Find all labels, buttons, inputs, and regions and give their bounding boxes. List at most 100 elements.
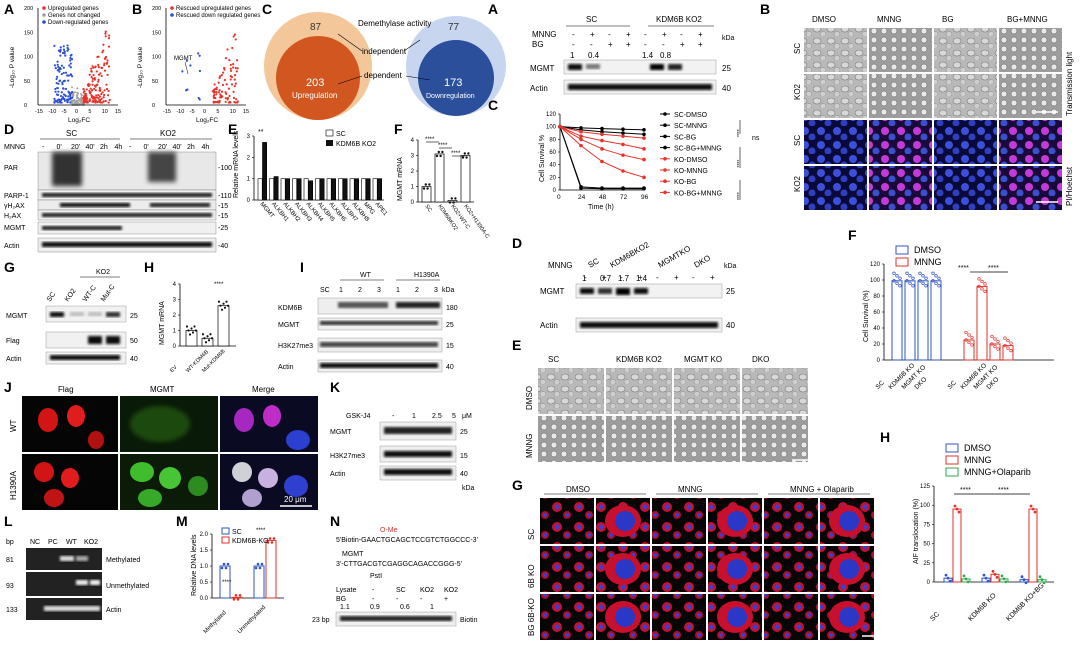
y-tick: 40 [873, 326, 880, 332]
point-up [217, 81, 220, 84]
x-axis-label: Time (h) [588, 204, 614, 211]
point-up [107, 101, 110, 104]
lane-label: 40' [86, 144, 95, 151]
annotation: independent [362, 47, 407, 56]
y-axis-label: MGMT mRNA [397, 157, 404, 201]
point-up [219, 94, 222, 97]
data-point [977, 277, 981, 281]
data-point [428, 183, 431, 186]
point-up [229, 63, 232, 66]
point-up [90, 93, 93, 97]
kda-marker: 40 [722, 84, 731, 93]
row-label: BG 6B-KO [527, 598, 536, 636]
row-label: KO2 [793, 175, 802, 192]
legend-item: Down-regulated genes [48, 20, 108, 26]
point-down [54, 87, 57, 91]
lane-label: SC [396, 587, 406, 594]
y-tick: 4 [411, 138, 415, 144]
point-up [92, 87, 96, 90]
x-tick: 0 [75, 109, 78, 115]
point-down [61, 97, 65, 100]
data-point [600, 138, 604, 143]
panel-letter: B [760, 1, 770, 17]
nucleus-zoom [839, 607, 859, 627]
data-point [911, 284, 915, 288]
legend-item: Genes not changed [48, 13, 100, 19]
data-point [937, 284, 941, 288]
data-point [967, 340, 971, 345]
y-tick: 60 [549, 150, 556, 156]
point-down [60, 72, 63, 76]
label: Upregulation [292, 91, 337, 100]
micrograph [764, 594, 818, 640]
data-point [964, 330, 968, 335]
point-up [90, 89, 94, 92]
data-point [272, 537, 276, 540]
point-nc [74, 101, 77, 104]
data-point [185, 325, 189, 328]
bar [308, 180, 313, 201]
legend-item: KDM6B KO2 [336, 141, 376, 148]
data-point [463, 152, 466, 155]
point-down [56, 101, 59, 104]
panel-j: J 20 μm Flag MGMT Merge WT H1390A [4, 379, 318, 510]
ns-label: ns [752, 135, 760, 142]
lane-label: - [420, 596, 423, 603]
group-label: MGMTKO [657, 244, 693, 270]
group-label: KO2 [160, 129, 177, 138]
micrograph [869, 166, 932, 210]
data-point [1042, 581, 1046, 585]
lane-label: KO2 [444, 587, 458, 594]
point-up [228, 59, 231, 62]
point-up [91, 80, 94, 83]
bar [315, 178, 320, 201]
panel-c: C 87 203 Upregulation 77 173 Downregulat… [262, 1, 506, 120]
lane-label: + [626, 40, 631, 49]
x-tick: 0 [203, 109, 206, 115]
data-point [990, 342, 994, 346]
data-point [993, 572, 997, 576]
point-up [94, 101, 97, 104]
bar [253, 565, 265, 599]
y-axis-label: -Log₁₀ P value [137, 46, 144, 88]
lane-label: 0.7 [600, 274, 612, 283]
bar-chart-h2: 0 25 50 75 100 125 AIF translocation (%) SC KDM6… [913, 443, 1054, 623]
par-smear [148, 152, 176, 182]
lane-label: 0.6 [400, 604, 410, 611]
lane-label: 20' [158, 144, 167, 151]
panel-k: K GSK-J4 - 1 2.5 5 μM MGMT H3K27me3 Actin 25 15… [330, 379, 475, 492]
legend-swatch [945, 443, 959, 453]
count: 173 [444, 77, 462, 89]
row-label: H3K27me3 [278, 343, 313, 350]
micrograph [742, 416, 808, 462]
treatment-label: MNNG [4, 144, 25, 151]
data-point [1009, 341, 1013, 345]
point-up [223, 66, 226, 70]
point-down [62, 93, 65, 96]
point-up [233, 74, 237, 77]
x-tick: Unmethylated [237, 605, 267, 635]
data-point [600, 129, 604, 134]
kda-marker: -110 [218, 193, 232, 200]
point-up [235, 70, 238, 73]
legend-swatch [895, 257, 909, 267]
point-up [89, 87, 92, 90]
lane-label: 1 [430, 604, 434, 611]
lane-label: 2 [358, 287, 362, 294]
point-nc [72, 92, 75, 95]
data-point [996, 339, 1000, 344]
data-point [944, 573, 948, 577]
x-tick: -5 [62, 109, 67, 115]
data-point [435, 154, 439, 158]
point-down [67, 79, 70, 82]
panel-letter: G [4, 259, 15, 275]
point-nc [75, 94, 78, 97]
point-down [69, 59, 72, 62]
panel-letter: A [4, 1, 14, 17]
data-point [217, 300, 221, 303]
